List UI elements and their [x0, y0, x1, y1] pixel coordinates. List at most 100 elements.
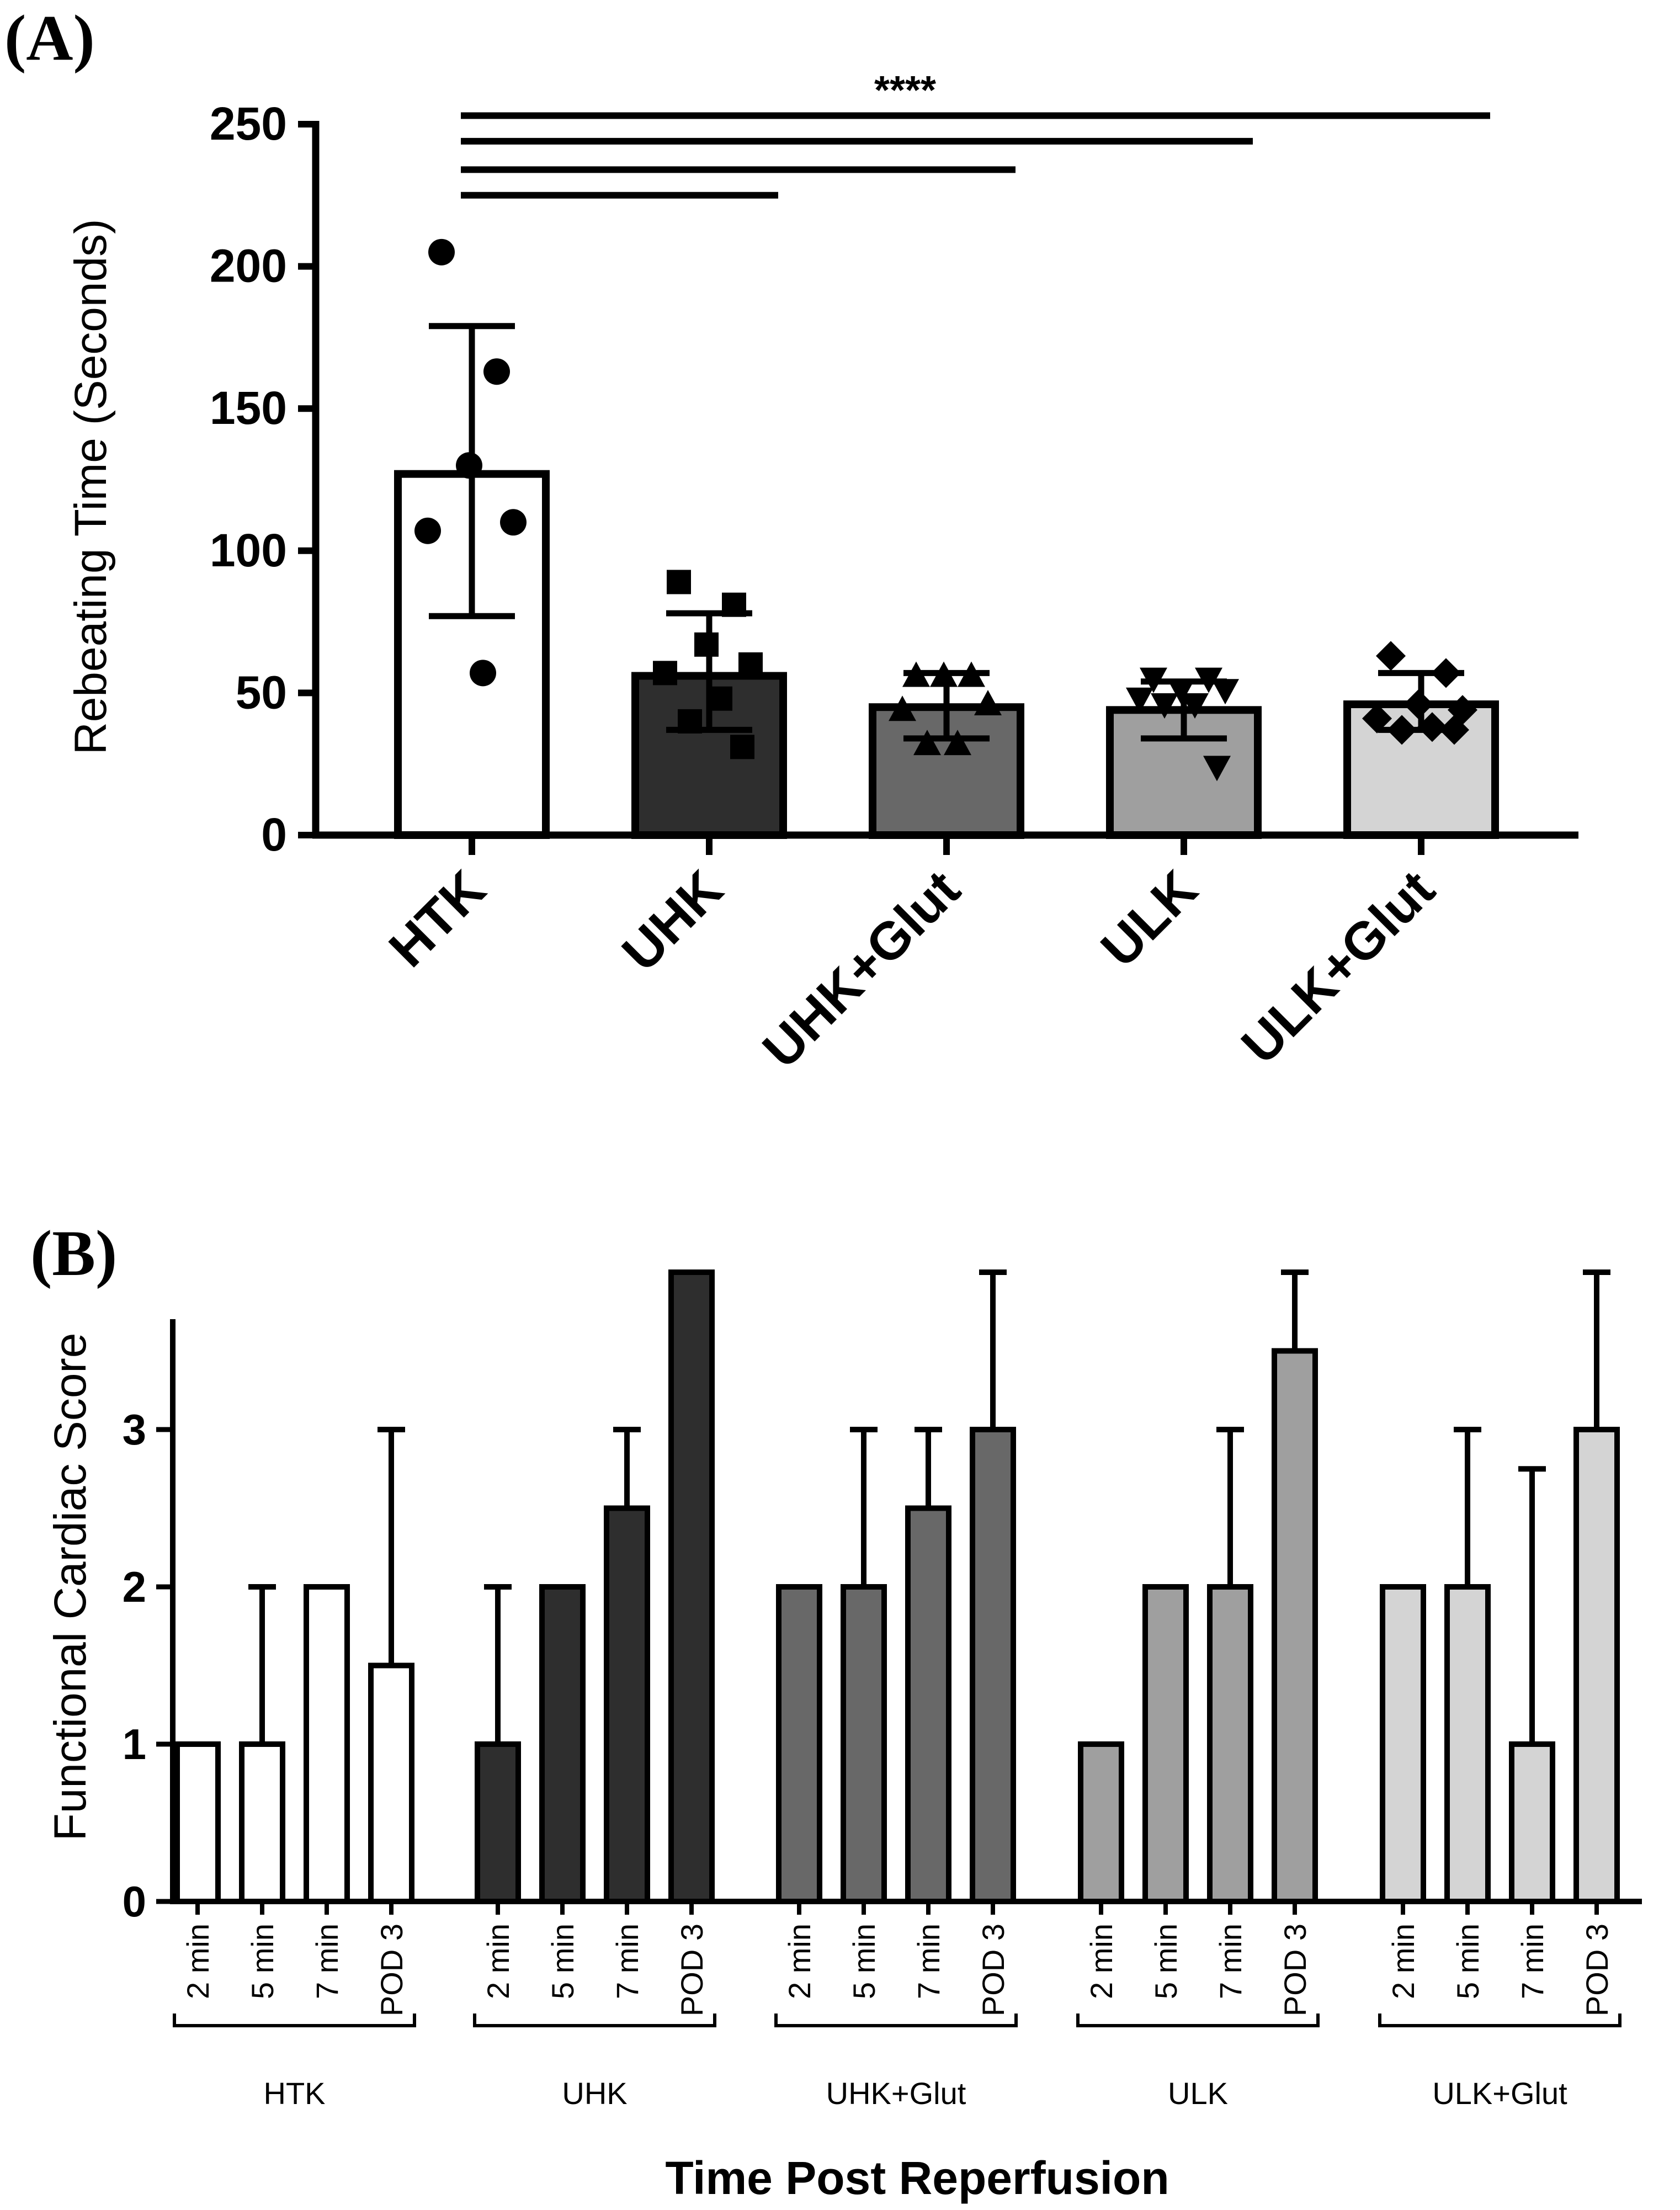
data-point — [738, 652, 763, 677]
data-point — [1362, 703, 1392, 734]
y-tick-label: 2 — [123, 1563, 146, 1611]
bar-ulk-glut-2-min — [1380, 1584, 1426, 1904]
data-point — [678, 709, 702, 734]
data-point — [974, 690, 1002, 716]
panel-b-x-axis-label: Time Post Reperfusion — [665, 2152, 1169, 2204]
data-point — [1151, 693, 1178, 719]
panel-a-label: (A) — [4, 2, 95, 74]
group-bracket — [1378, 2014, 1621, 2027]
x-tick-label: 2 min — [481, 1924, 515, 1999]
panel-b-group-brackets: HTK UHK UHK+Glut ULK ULK+Glut — [173, 2014, 1621, 2111]
bar-htk-5-min — [239, 1741, 285, 1904]
x-tick-label: POD 3 — [976, 1924, 1011, 2016]
data-point — [958, 661, 985, 687]
x-tick-label: 5 min — [1450, 1924, 1485, 1999]
data-point — [708, 686, 732, 711]
group-label: UHK — [562, 2076, 627, 2111]
bar-ulk-glut-pod-3 — [1573, 1427, 1620, 1904]
bar-uhk-glut-2-min — [776, 1584, 822, 1904]
bar-ulk-pod-3 — [1272, 1348, 1318, 1904]
data-point — [1431, 658, 1461, 688]
group-bracket — [1076, 2014, 1320, 2027]
y-tick-label: 250 — [210, 98, 287, 150]
data-point — [483, 358, 510, 385]
data-point — [1403, 689, 1433, 720]
x-tick-label: UHK — [611, 859, 734, 982]
panel-a-data-points — [414, 238, 1477, 782]
bar-uhk-glut-5-min — [841, 1584, 887, 1904]
bar-htk-7-min — [304, 1584, 350, 1904]
data-point — [1195, 667, 1222, 693]
data-point — [1376, 641, 1406, 671]
data-point — [1140, 667, 1167, 693]
bar-ulk-glut-5-min — [1444, 1584, 1491, 1904]
data-point — [1203, 756, 1231, 782]
bar-uhk-7-min — [604, 1505, 650, 1904]
x-tick-label: 7 min — [310, 1924, 344, 1999]
x-tick-label: 7 min — [610, 1924, 645, 1999]
panel-a: (A) Rebeating Time (Seconds) 0 50 100 150 20… — [4, 2, 1578, 1079]
x-tick-label: HTK — [378, 859, 497, 978]
x-tick-label: 5 min — [245, 1924, 280, 1999]
x-tick-label: POD 3 — [1278, 1924, 1312, 2016]
y-tick-label: 100 — [210, 524, 287, 576]
data-point — [694, 632, 719, 657]
bar-uhk-pod-3 — [668, 1269, 715, 1904]
x-tick-label: POD 3 — [374, 1924, 409, 2016]
data-point — [1387, 715, 1417, 745]
data-point — [428, 238, 455, 265]
group-label: HTK — [264, 2076, 326, 2111]
data-point — [1417, 712, 1447, 742]
y-tick-label: 0 — [123, 1877, 146, 1926]
x-tick-label: 5 min — [545, 1924, 580, 1999]
bar-ulk-2-min — [1078, 1741, 1124, 1904]
x-tick-label: POD 3 — [1580, 1924, 1614, 2016]
x-tick-label: 7 min — [911, 1924, 946, 1999]
bar-uhk-2-min — [475, 1741, 521, 1904]
y-tick-label: 0 — [261, 809, 287, 860]
panel-b-x-ticks: 2 min 5 min 7 min POD 3 2 min 5 min 7 min POD 3… — [180, 1901, 1614, 2016]
y-tick-label: 150 — [210, 382, 287, 434]
bar-uhk-glut-pod-3 — [970, 1427, 1016, 1904]
panel-a-x-ticks: HTK UHK UHK+Glut ULK ULK+Glut — [378, 835, 1446, 1079]
bar-uhk-glut-7-min — [905, 1505, 951, 1904]
data-point — [902, 661, 930, 687]
group-label: UHK+Glut — [826, 2076, 966, 2111]
bar-ulk-7-min — [1207, 1584, 1253, 1904]
data-point — [722, 592, 746, 617]
data-point — [1211, 679, 1239, 705]
data-point — [730, 735, 754, 759]
data-point — [1181, 693, 1209, 719]
x-tick-label: 7 min — [1515, 1924, 1550, 1999]
panel-b-y-ticks: 0 1 2 3 — [123, 1405, 173, 1926]
panel-a-significance: **** — [461, 68, 1490, 199]
panel-b-axes — [170, 1319, 1642, 1904]
bar-htk-2-min — [174, 1741, 221, 1904]
x-tick-label: ULK+Glut — [1230, 859, 1446, 1075]
x-tick-label: 5 min — [847, 1924, 881, 1999]
bar-htk-pod-3 — [368, 1662, 414, 1904]
bar-uhk-5-min — [539, 1584, 586, 1904]
x-tick-label: 2 min — [1084, 1924, 1119, 1999]
significance-label: **** — [874, 68, 936, 113]
x-tick-label: 2 min — [180, 1924, 215, 1999]
bar-ulk-5-min — [1142, 1584, 1189, 1904]
group-label: ULK+Glut — [1432, 2076, 1567, 2111]
panel-a-bars — [394, 470, 1499, 840]
group-bracket — [473, 2014, 716, 2027]
panel-a-y-ticks: 0 50 100 150 200 250 — [210, 98, 316, 860]
data-point — [944, 730, 971, 756]
data-point — [889, 695, 916, 721]
data-point — [414, 517, 441, 544]
x-tick-label: 5 min — [1149, 1924, 1183, 1999]
y-tick-label: 1 — [123, 1720, 146, 1768]
panel-b-y-axis-label: Functional Cardiac Score — [45, 1333, 95, 1841]
panel-b: (B) Functional Cardiac Score 0 1 2 3 2 min 5… — [30, 1217, 1642, 2204]
data-point — [1126, 687, 1153, 713]
data-point — [1439, 715, 1469, 745]
group-bracket — [774, 2014, 1018, 2027]
x-tick-label: 2 min — [782, 1924, 817, 1999]
y-tick-label: 3 — [123, 1405, 146, 1454]
data-point — [653, 661, 677, 686]
panel-a-y-axis-label: Rebeating Time (Seconds) — [66, 219, 116, 755]
